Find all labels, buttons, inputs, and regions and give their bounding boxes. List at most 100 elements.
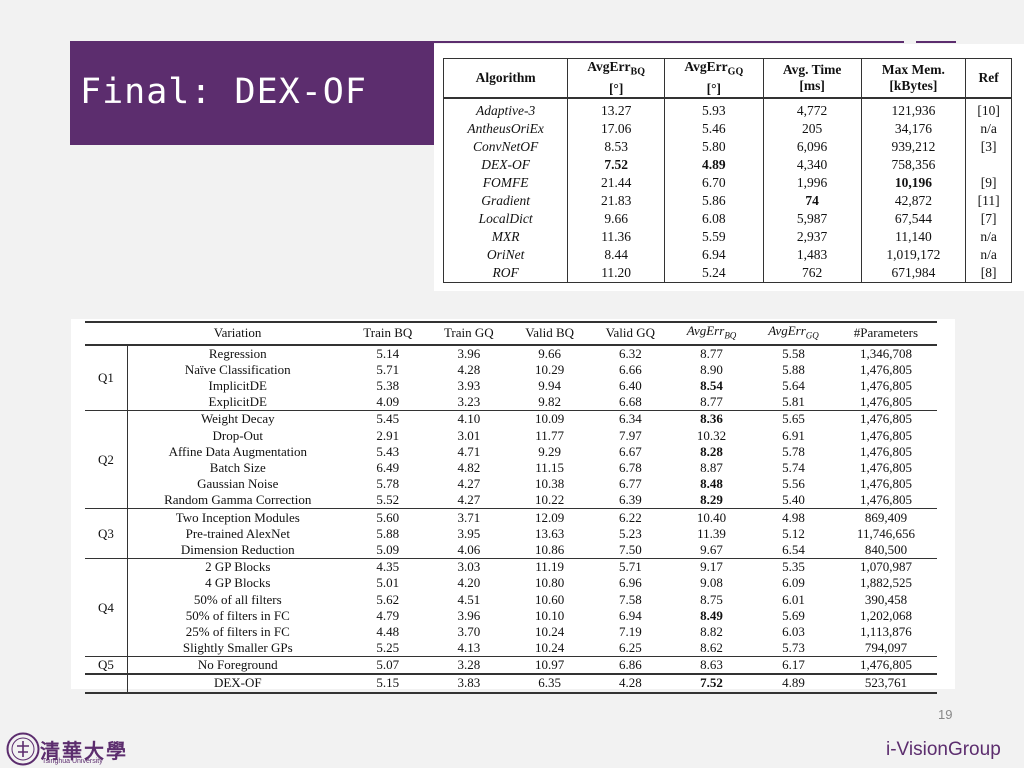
- table-cell: 5.58: [752, 344, 835, 362]
- table-cell: 869,409: [834, 508, 937, 526]
- table-cell: 1,476,805: [859, 361, 912, 377]
- table-cell: 13.63: [535, 525, 565, 541]
- table-cell: 4.89: [664, 155, 764, 174]
- top-divider: [434, 41, 904, 43]
- table-cell: 5.59: [664, 227, 764, 246]
- table-cell: 1,476,805: [859, 476, 912, 492]
- table-cell: 9.94: [538, 378, 562, 394]
- algorithm-name: DEX-OF: [442, 155, 569, 174]
- table-cell: 8.77: [670, 344, 753, 362]
- table-cell: 5.40: [782, 492, 805, 508]
- table-cell: 9.29: [538, 443, 562, 459]
- table-cell: 5.35: [752, 558, 835, 576]
- table-cell: 9.66: [509, 344, 590, 362]
- column-header: AvgErrGQ [°]: [664, 57, 764, 99]
- table-cell: 6.01: [782, 591, 805, 607]
- table-cell: 5.25: [376, 640, 400, 656]
- table-cell: 4.48: [376, 623, 400, 639]
- table-cell: 42,872: [860, 191, 967, 210]
- table-cell: 523,761: [834, 673, 937, 694]
- table-cell: 10.38: [535, 476, 565, 492]
- page-number: 19: [938, 707, 953, 722]
- table-cell: 6.17: [752, 656, 835, 675]
- table-cell: 11,140: [860, 227, 967, 246]
- table-cell: 4.35: [347, 558, 429, 576]
- column-header: [85, 321, 128, 346]
- table-cell: 9.82: [538, 394, 562, 410]
- table-cell: 758,356: [860, 155, 967, 174]
- table-row: Gradient 21.83 5.86 74 42,872 [11]: [442, 191, 1012, 210]
- table-cell: 8.63: [670, 656, 753, 675]
- table-row: Q4 2 GP Blocks 4.35 3.03 11.19 5.71 9.17 5.35 1,…: [85, 558, 937, 657]
- table-cell: 7.58: [618, 591, 642, 607]
- table-cell: 10.10: [535, 607, 565, 623]
- variation-table-header: Variation Train BQ Train GQ Valid BQ Valid G…: [85, 321, 937, 346]
- variation-name: Drop-Out: [212, 427, 264, 443]
- table-cell: 7.19: [618, 623, 642, 639]
- table-cell: 6.03: [782, 623, 805, 639]
- table-cell: 1,070,987: [834, 558, 937, 576]
- table-cell: 4.09: [376, 394, 400, 410]
- table-cell: 1,476,805: [859, 427, 912, 443]
- group-label: Q2: [85, 410, 128, 509]
- table-cell: 34,176: [860, 119, 967, 138]
- table-cell: 5,987: [762, 209, 862, 228]
- variation-name: ExplicitDE: [208, 394, 268, 410]
- table-cell: 3.71: [428, 508, 510, 526]
- variation-name: 25% of filters in FC: [185, 623, 290, 639]
- table-cell: 11.36: [567, 227, 666, 246]
- table-cell: 4.98: [752, 508, 835, 526]
- column-header: Avg. Time [ms]: [762, 57, 862, 99]
- table-cell: 1,476,805: [834, 410, 937, 428]
- variation-table-body: Q1 Regression 5.14 3.96 9.66 6.32 8.77 5.58 1,34…: [85, 344, 937, 694]
- table-cell: 5.24: [664, 263, 764, 283]
- table-cell: 4.27: [457, 492, 481, 508]
- table-cell: 9.66: [567, 209, 666, 228]
- table-cell: 9.08: [700, 575, 723, 591]
- table-cell: 5.43: [376, 443, 400, 459]
- variation-name: Naïve Classification: [184, 361, 291, 377]
- table-row: Pre-trained AlexNet 5.88 3.95 13.63 5.23 11.3…: [85, 526, 937, 542]
- column-header: Valid GQ: [589, 321, 671, 346]
- table-cell: 5.93: [664, 97, 764, 120]
- table-cell: 5.01: [376, 575, 400, 591]
- variation-name: 50% of all filters: [193, 591, 282, 607]
- slide-title: Final: DEX-OF: [80, 72, 367, 112]
- column-header: Ref: [965, 57, 1012, 99]
- table-cell: 5.71: [589, 558, 671, 576]
- group-name: i-VisionGroup: [886, 739, 1001, 760]
- comparison-table-panel: Algorithm AvgErrBQ [°] AvgErrGQ [°] Avg. Time…: [434, 44, 1024, 291]
- comparison-table-header: Algorithm AvgErrBQ [°] AvgErrGQ [°] Avg. Time…: [442, 57, 1012, 99]
- table-cell: 11.39: [697, 525, 726, 541]
- table-cell: 10.24: [535, 640, 565, 656]
- table-cell: 8.29: [700, 492, 723, 508]
- table-row: Naïve Classification 5.71 4.28 10.29 6.66 8.9…: [85, 362, 937, 378]
- algorithm-name: AntheusOriEx: [442, 119, 569, 138]
- table-cell: 9.67: [700, 541, 723, 557]
- table-cell: 6.91: [782, 427, 805, 443]
- variation-name: DEX-OF: [127, 673, 348, 694]
- table-cell: 6.39: [618, 492, 642, 508]
- table-cell: 4.20: [457, 575, 481, 591]
- table-cell: 2.91: [376, 427, 400, 443]
- table-cell: 1,202,068: [859, 607, 912, 623]
- table-cell: 6,096: [762, 137, 862, 156]
- table-cell: 794,097: [864, 640, 908, 656]
- table-cell: 6.94: [618, 607, 642, 623]
- table-cell: 6.34: [589, 410, 671, 428]
- table-cell: 8.48: [700, 476, 723, 492]
- variation-name: Affine Data Augmentation: [168, 443, 307, 459]
- table-cell: 8.77: [700, 394, 723, 410]
- table-cell: 8.53: [567, 137, 666, 156]
- table-cell: 3.03: [428, 558, 510, 576]
- table-cell: 5.12: [782, 525, 805, 541]
- table-cell: n/a: [965, 119, 1012, 138]
- table-cell: 5.56: [782, 476, 805, 492]
- algorithm-name: Adaptive-3: [442, 97, 569, 120]
- table-cell: 17.06: [567, 119, 666, 138]
- table-cell: 5.78: [376, 476, 400, 492]
- table-cell: 6.70: [664, 173, 764, 192]
- table-cell: 5.81: [782, 394, 805, 410]
- variation-name: Batch Size: [209, 460, 266, 475]
- table-cell: 4.27: [457, 476, 481, 492]
